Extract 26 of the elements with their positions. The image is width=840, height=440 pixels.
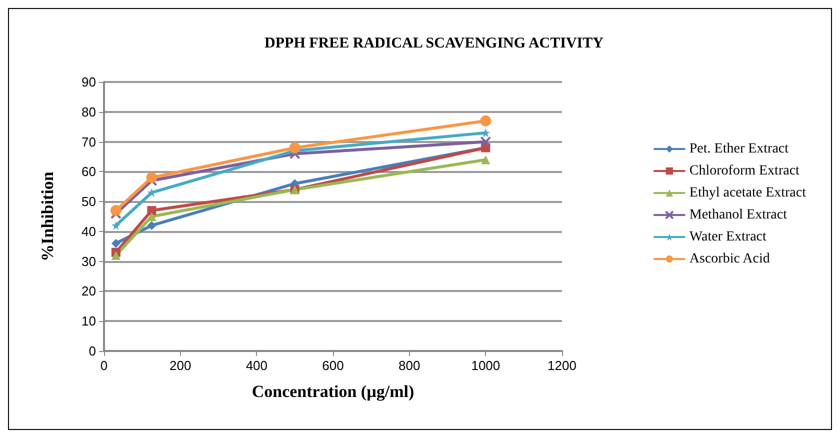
y-tick-label: 90 bbox=[82, 74, 96, 90]
legend-label: Chloroform Extract bbox=[689, 164, 800, 178]
y-tick-label: 80 bbox=[82, 104, 96, 120]
x-tick-label: 1000 bbox=[471, 358, 500, 373]
y-tick-label: 30 bbox=[82, 254, 96, 269]
legend-label: Ascorbic Acid bbox=[689, 252, 770, 266]
x-tick-label: 0 bbox=[100, 358, 108, 373]
legend-label: Ethyl acetate Extract bbox=[689, 186, 806, 200]
legend-label: Water Extract bbox=[689, 230, 767, 244]
x-axis-title: Concentration (µg/ml) bbox=[252, 382, 414, 401]
y-tick-label: 60 bbox=[82, 164, 96, 180]
x-tick-label: 1200 bbox=[548, 358, 576, 373]
y-tick-label: 20 bbox=[82, 284, 96, 299]
y-tick-label: 40 bbox=[82, 224, 96, 239]
x-tick-label: 800 bbox=[398, 358, 420, 373]
chart-title: DPPH FREE RADICAL SCAVENGING ACTIVITY bbox=[264, 36, 604, 52]
y-tick-label: 10 bbox=[82, 314, 96, 329]
legend-label: Methanol Extract bbox=[689, 208, 788, 222]
y-tick-label: 50 bbox=[82, 194, 96, 210]
x-tick-label: 600 bbox=[322, 358, 344, 373]
y-tick-label: 0 bbox=[88, 344, 96, 358]
legend-label: Pet. Ether Extract bbox=[689, 142, 789, 156]
x-tick-label: 400 bbox=[246, 358, 268, 373]
x-tick-label: 200 bbox=[169, 358, 192, 373]
y-tick-label: 70 bbox=[82, 134, 96, 150]
y-axis-title: %Inhibition bbox=[38, 171, 57, 262]
